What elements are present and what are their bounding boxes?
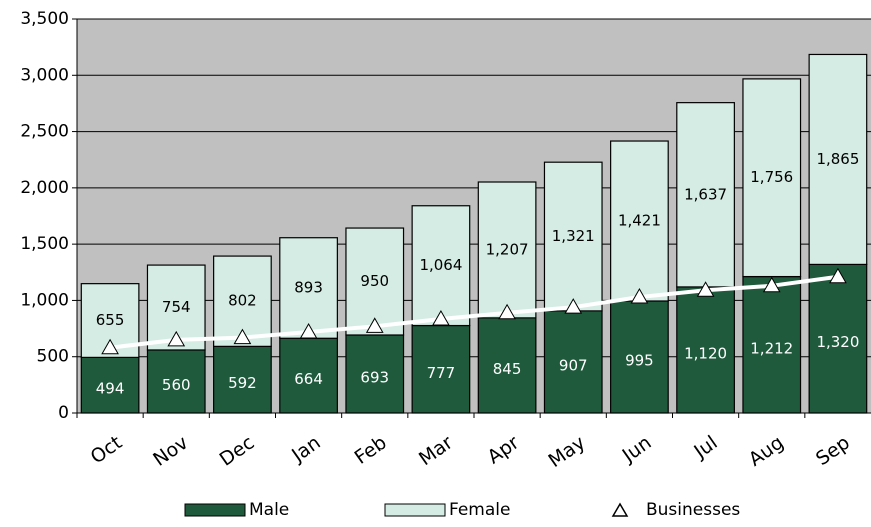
- y-tick-label: 2,500: [20, 122, 69, 142]
- bar-male: [411, 324, 471, 414]
- bar-female: [742, 78, 802, 278]
- value-label: 664: [294, 370, 323, 388]
- value-label: 655: [96, 311, 125, 329]
- x-tick-label: Oct: [87, 432, 127, 469]
- y-tick-label: 3,000: [20, 65, 69, 85]
- value-label: 494: [96, 380, 125, 398]
- bar-male: [213, 345, 272, 414]
- legend-label: Businesses: [646, 500, 740, 520]
- x-tick-label: Nov: [149, 432, 192, 471]
- legend-label: Female: [449, 500, 510, 520]
- value-label: 1,120: [684, 344, 727, 362]
- bar-female: [411, 205, 471, 327]
- value-label: 777: [427, 364, 456, 382]
- bar-male: [345, 334, 405, 414]
- value-label: 1,207: [486, 240, 529, 258]
- value-label: 560: [162, 376, 191, 394]
- x-tick-label: Jun: [618, 432, 656, 468]
- bar-female: [345, 227, 405, 336]
- value-label: 1,421: [618, 212, 661, 230]
- bar-female: [808, 53, 868, 266]
- value-label: 693: [360, 368, 389, 386]
- marker: [432, 309, 450, 326]
- marker: [299, 322, 318, 339]
- marker: [696, 281, 715, 297]
- bar-male: [742, 275, 802, 414]
- legend-swatch: [611, 502, 629, 517]
- x-tick-label: Jul: [689, 432, 721, 464]
- bar-female: [279, 237, 338, 339]
- x-tick-label: Apr: [484, 431, 524, 468]
- value-label: 1,064: [419, 256, 462, 274]
- marker: [167, 330, 186, 347]
- bar-male: [80, 356, 140, 414]
- value-label: 995: [625, 351, 654, 369]
- y-tick-label: 3,500: [20, 9, 69, 29]
- value-label: 754: [162, 298, 191, 316]
- x-tick-label: Mar: [415, 431, 457, 470]
- bar-male: [477, 317, 537, 414]
- marker: [233, 328, 252, 345]
- bar-female: [477, 181, 537, 319]
- marker: [564, 298, 583, 314]
- value-label: 802: [228, 292, 257, 310]
- value-label: 1,865: [816, 150, 859, 168]
- plot-area: [77, 19, 871, 413]
- marker: [498, 303, 516, 320]
- marker: [762, 276, 781, 293]
- x-tick-label: Jan: [287, 432, 324, 467]
- x-tick-label: Sep: [812, 432, 854, 471]
- value-label: 845: [493, 360, 522, 378]
- value-label: 1,212: [750, 339, 793, 357]
- x-tick-label: Dec: [216, 432, 259, 471]
- value-label: 950: [360, 272, 389, 290]
- value-label: 592: [228, 374, 257, 392]
- bar-male: [808, 263, 868, 414]
- x-tick-label: May: [544, 432, 589, 473]
- value-label: 893: [294, 278, 323, 296]
- x-tick-label: Feb: [351, 432, 391, 469]
- x-tick-label: Aug: [745, 432, 788, 471]
- bar-female: [543, 161, 603, 312]
- legend-label: Male: [249, 500, 289, 520]
- legend-swatch: [184, 503, 246, 517]
- y-tick-label: 1,000: [20, 290, 69, 310]
- marker: [101, 338, 119, 355]
- value-label: 1,321: [552, 227, 595, 245]
- bar-male: [146, 349, 206, 414]
- marker: [365, 317, 384, 333]
- value-label: 907: [559, 356, 588, 374]
- y-tick-label: 2,000: [20, 178, 69, 198]
- y-tick-label: 1,500: [20, 234, 69, 254]
- value-label: 1,637: [684, 185, 727, 203]
- bar-male: [676, 286, 735, 414]
- bar-male: [543, 310, 603, 414]
- legend-swatch: [384, 503, 446, 517]
- marker: [829, 267, 847, 284]
- y-tick-label: 0: [58, 403, 69, 423]
- value-label: 1,756: [750, 168, 793, 186]
- bar-male: [610, 300, 669, 414]
- marker: [630, 288, 649, 304]
- bar-male: [279, 337, 338, 414]
- line-businesses: [109, 274, 839, 350]
- y-tick-label: 500: [37, 347, 69, 367]
- value-label: 1,320: [816, 333, 859, 351]
